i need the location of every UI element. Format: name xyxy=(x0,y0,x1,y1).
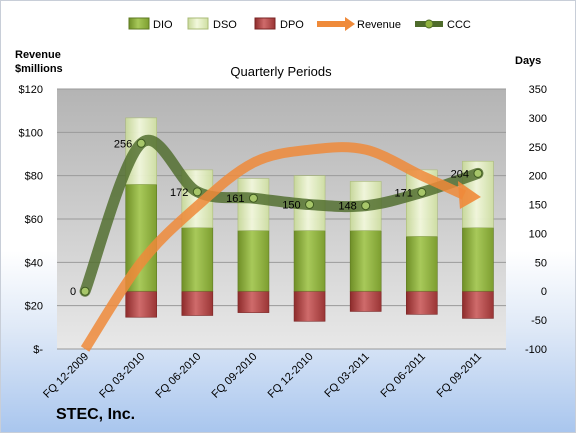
ccc-data-label: 172 xyxy=(170,187,188,199)
bar-dio xyxy=(237,230,270,292)
bar-dpo xyxy=(181,290,214,316)
ccc-point xyxy=(136,138,146,148)
bar-dpo xyxy=(406,290,438,315)
ccc-point xyxy=(473,168,483,178)
x-tick-label: FQ 12-2009 xyxy=(41,351,91,401)
x-tick-label: FQ 12-2010 xyxy=(266,351,316,401)
bar-dio xyxy=(462,227,494,292)
y-right-ticks: -100 -50 0 50 100 150 200 250 300 350 xyxy=(525,84,547,356)
bar-dpo xyxy=(237,290,270,313)
legend-label-revenue: Revenue xyxy=(357,19,401,31)
legend-swatch-dso xyxy=(187,17,209,30)
bar-dio xyxy=(406,236,438,292)
legend-label-dio: DIO xyxy=(153,19,173,31)
x-tick-label: FQ 06-2010 xyxy=(153,351,203,401)
y-left-tick-label: $40 xyxy=(25,257,43,269)
revenue-line xyxy=(80,142,467,352)
y-left-tick-label: $20 xyxy=(25,301,43,313)
y-left-tick-label: $80 xyxy=(25,171,43,183)
legend-marker-ccc xyxy=(424,19,434,29)
legend-label-ccc: CCC xyxy=(447,19,471,31)
x-tick-label: FQ 09-2011 xyxy=(435,351,484,400)
y-right-tick-label: 300 xyxy=(529,113,547,125)
company-name: STEC, Inc. xyxy=(56,406,135,423)
ccc-data-label: 150 xyxy=(282,200,300,212)
bar-dpo xyxy=(293,290,326,322)
y-left-ticks: $- $20 $40 $60 $80 $100 $120 xyxy=(19,84,44,356)
x-axis-ticks: FQ 12-2009 FQ 03-2010 FQ 06-2010 FQ 09-2010… xyxy=(41,351,484,401)
ccc-data-label: 256 xyxy=(114,138,132,150)
y-right-tick-label: -50 xyxy=(531,315,547,327)
chart-title: Quarterly Periods xyxy=(230,64,332,79)
bar-dpo xyxy=(462,290,494,319)
x-tick-label: FQ 09-2010 xyxy=(210,351,260,401)
y-right-tick-label: 250 xyxy=(529,142,547,154)
legend-arrow-revenue xyxy=(345,17,355,31)
y-right-tick-label: 150 xyxy=(529,200,547,212)
legend-swatch-dpo xyxy=(254,17,276,30)
legend-label-dso: DSO xyxy=(213,19,237,31)
y-left-tick-label: $100 xyxy=(19,127,43,139)
ccc-point xyxy=(192,187,202,197)
ccc-point xyxy=(305,200,315,210)
bar-dio xyxy=(293,230,326,292)
legend-swatch-dio xyxy=(128,17,150,30)
revenue-arrowhead xyxy=(457,181,481,209)
y-right-title: Days xyxy=(515,55,541,67)
bar-dpo xyxy=(125,290,157,318)
x-tick-label: FQ 06-2011 xyxy=(379,351,428,400)
y-right-tick-label: 50 xyxy=(535,257,547,269)
x-tick-label: FQ 03-2011 xyxy=(322,351,371,400)
bar-dio xyxy=(349,230,382,292)
y-right-tick-label: 100 xyxy=(529,228,547,240)
y-left-title-line1: Revenue xyxy=(15,49,61,61)
bar-dio xyxy=(181,227,214,292)
revenue-series xyxy=(80,142,481,352)
y-right-tick-label: 350 xyxy=(529,84,547,96)
y-right-tick-label: 200 xyxy=(529,171,547,183)
y-right-tick-label: -100 xyxy=(525,344,547,356)
legend: DIO DSO DPO Revenue CCC xyxy=(128,17,471,31)
ccc-data-label: 171 xyxy=(394,187,412,199)
y-left-title-line2: $millions xyxy=(15,63,63,75)
x-tick-label: FQ 03-2010 xyxy=(97,351,147,401)
ccc-points: 0 256 172 161 150 148 171 204 xyxy=(70,138,483,298)
y-right-tick-label: 0 xyxy=(541,286,547,298)
ccc-point xyxy=(248,193,258,203)
ccc-point xyxy=(361,201,371,211)
ccc-point xyxy=(80,286,90,296)
ccc-point xyxy=(417,187,427,197)
ccc-data-label: 148 xyxy=(338,201,356,213)
legend-label-dpo: DPO xyxy=(280,19,304,31)
y-left-tick-label: $60 xyxy=(25,214,43,226)
y-left-tick-label: $120 xyxy=(19,84,43,96)
ccc-data-label: 0 xyxy=(70,286,76,298)
ccc-data-label: 161 xyxy=(226,193,244,205)
ccc-data-label: 204 xyxy=(451,168,469,180)
bar-dpo xyxy=(349,290,382,312)
y-left-tick-label: $- xyxy=(33,344,43,356)
